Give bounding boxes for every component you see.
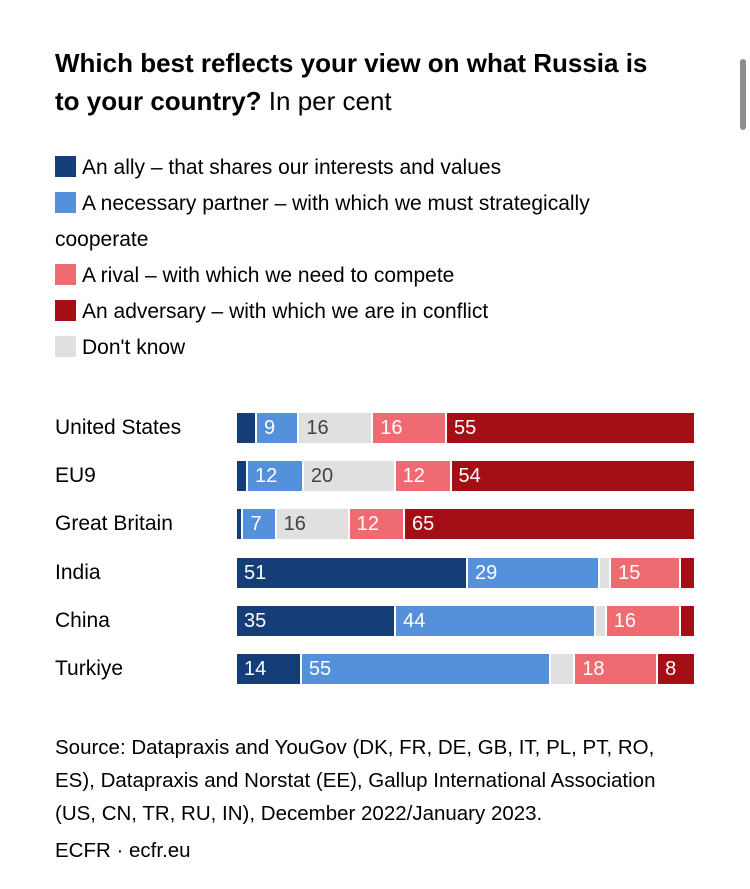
bar-segment-dont-know: 16 xyxy=(276,509,348,539)
segment-value: 7 xyxy=(250,513,262,535)
bar-segment-adversary xyxy=(680,558,694,588)
segment-value: 44 xyxy=(403,610,426,632)
row-label: China xyxy=(55,609,110,632)
legend-swatch-dont-know xyxy=(55,336,76,357)
segment-value: 12 xyxy=(356,513,379,535)
segment-value: 35 xyxy=(244,610,267,632)
bar-segment-rival: 18 xyxy=(575,654,657,684)
row-label: EU9 xyxy=(55,464,96,487)
bar-segment-adversary: 55 xyxy=(447,413,694,443)
bar-segment-partner: 55 xyxy=(301,654,549,684)
chart-row-india: India 51 29 15 xyxy=(55,558,694,588)
legend: An ally – that shares our interests and … xyxy=(55,150,683,366)
segment-value: 54 xyxy=(458,465,481,487)
scrollbar-thumb[interactable] xyxy=(740,59,746,130)
bar-segment-rival: 16 xyxy=(373,413,446,443)
segment-value: 16 xyxy=(283,513,306,535)
bar-segment-partner: 44 xyxy=(396,606,594,636)
row-label: India xyxy=(55,561,101,584)
bar-segment-dont-know xyxy=(595,606,605,636)
legend-label: An ally – that shares our interests and … xyxy=(82,156,502,179)
segment-value: 12 xyxy=(254,465,278,487)
chart-row-china: China 35 44 16 xyxy=(55,606,695,636)
legend-label: An adversary – with which we are in conf… xyxy=(82,300,489,323)
title-subtitle: In per cent xyxy=(268,86,392,116)
bar-segment-rival: 12 xyxy=(349,509,404,539)
legend-label: A necessary partner – with which we must… xyxy=(55,192,590,251)
bar-segment-ally: 35 xyxy=(237,606,395,636)
chart-row-turkiye: Turkiye 14 55 18 8 xyxy=(55,654,694,684)
segment-value: 14 xyxy=(244,658,267,680)
bar-segment-ally: 51 xyxy=(237,558,466,588)
stacked-bar: 35 44 16 xyxy=(237,606,695,636)
bar-segment-ally: 14 xyxy=(237,654,300,684)
title-line-2: to your country? xyxy=(55,86,262,116)
bar-segment-ally xyxy=(237,509,242,539)
chart-row-united-states: United States 9 16 16 55 xyxy=(55,413,694,443)
segment-value: 55 xyxy=(308,658,332,680)
bar-segment-dont-know xyxy=(600,558,610,588)
chart-row-great-britain: Great Britain 7 16 12 65 xyxy=(55,509,694,539)
stacked-bar: 7 16 12 65 xyxy=(237,509,694,539)
segment-value: 9 xyxy=(263,417,276,439)
segment-value: 12 xyxy=(402,465,425,487)
bar-segment-partner: 7 xyxy=(243,509,275,539)
stacked-bar: 14 55 18 8 xyxy=(237,654,694,684)
source-line: ES), Datapraxis and Norstat (EE), Gallup… xyxy=(55,769,656,792)
bar-segment-partner: 9 xyxy=(256,413,298,443)
legend-item: A rival – with which we need to compete xyxy=(55,258,683,294)
page-title: Which best reflects your view on what Ru… xyxy=(55,44,647,120)
segment-value: 55 xyxy=(454,417,477,439)
segment-value: 16 xyxy=(613,610,636,632)
bar-segment-rival: 16 xyxy=(606,606,679,636)
bar-segment-adversary: 65 xyxy=(405,509,694,539)
row-label: Great Britain xyxy=(55,512,173,535)
segment-value: 51 xyxy=(244,562,267,584)
stacked-bar: 12 20 12 54 xyxy=(237,461,694,491)
bar-segment-partner: 12 xyxy=(247,461,302,491)
bar-segment-rival: 15 xyxy=(611,558,679,588)
legend-swatch-ally xyxy=(55,156,76,177)
segment-value: 15 xyxy=(618,562,641,584)
segment-value: 65 xyxy=(412,513,435,535)
footer-brand: ECFR · ecfr.eu xyxy=(55,839,191,862)
legend-label: Don't know xyxy=(82,336,186,359)
chart-row-eu9: EU9 12 20 12 54 xyxy=(55,461,694,491)
bar-segment-adversary: 54 xyxy=(451,461,694,491)
bar-segment-ally xyxy=(237,461,246,491)
legend-swatch-partner xyxy=(55,192,76,213)
row-label: Turkiye xyxy=(55,657,124,680)
title-line-1: Which best reflects your view on what Ru… xyxy=(55,48,648,78)
bar-segment-rival: 12 xyxy=(395,461,450,491)
stacked-bar: 51 29 15 xyxy=(237,558,694,588)
legend-item: Don't know xyxy=(55,330,683,366)
legend-item: An ally – that shares our interests and … xyxy=(55,150,683,186)
legend-item: An adversary – with which we are in conf… xyxy=(55,294,683,330)
legend-swatch-rival xyxy=(55,264,76,285)
source-note: Source: Datapraxis and YouGov (DK, FR, D… xyxy=(55,731,715,830)
stacked-bar-chart: United States 9 16 16 55 EU9 12 20 12 54 Great Bri… xyxy=(55,413,695,702)
bar-segment-dont-know xyxy=(550,654,574,684)
bar-segment-adversary xyxy=(680,606,695,636)
legend-label: A rival – with which we need to compete xyxy=(82,264,455,287)
segment-value: 16 xyxy=(306,417,329,439)
segment-value: 8 xyxy=(665,658,677,680)
bar-segment-dont-know: 20 xyxy=(303,461,394,491)
segment-value: 29 xyxy=(474,562,498,584)
legend-swatch-adversary xyxy=(55,300,76,321)
source-line: Source: Datapraxis and YouGov (DK, FR, D… xyxy=(55,736,655,759)
segment-value: 18 xyxy=(582,658,605,680)
source-line: (US, CN, TR, RU, IN), December 2022/Janu… xyxy=(55,802,543,825)
row-label: United States xyxy=(55,416,182,439)
segment-value: 20 xyxy=(310,465,334,487)
bar-segment-dont-know: 16 xyxy=(299,413,372,443)
bar-segment-partner: 29 xyxy=(467,558,599,588)
legend-item: A necessary partner – with which we must… xyxy=(55,186,683,258)
bar-segment-ally xyxy=(237,413,255,443)
stacked-bar: 9 16 16 55 xyxy=(237,413,694,443)
segment-value: 16 xyxy=(380,417,403,439)
bar-segment-adversary: 8 xyxy=(658,654,694,684)
